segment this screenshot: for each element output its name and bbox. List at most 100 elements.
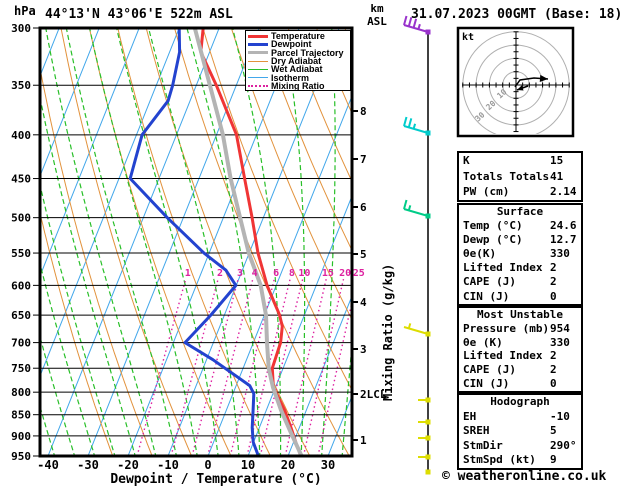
indices-label: Temp (°C) [463,219,523,233]
svg-text:900: 900 [11,430,31,443]
svg-text:1: 1 [360,434,367,447]
indices-label: CIN (J) [463,376,510,390]
indices-label: Lifted Index [463,349,543,363]
legend-item: Wet Adiabat [248,64,350,75]
mixing-ratio-value-labels: 1 2 3 4 6 8 10 15 20 25 [185,268,365,279]
indices-value: 290° [550,438,577,452]
legend-item-label: Mixing Ratio [271,80,325,91]
temperature-curve [199,29,303,455]
indices-section-header: Hodograph [490,395,550,408]
indices-label: EH [463,409,477,423]
indices-label: CAPE (J) [463,275,516,289]
indices-row: CAPE (J) 2 [459,363,581,377]
indices-label: Lifted Index [463,261,543,275]
indices-label: θe(K) [463,247,497,261]
legend-item-label: Dry Adiabat [271,56,322,67]
indices-value: 12.7 [550,233,577,247]
indices-value: 41 [550,169,564,183]
svg-text:30: 30 [321,458,335,472]
indices-row: K 15 [459,153,581,169]
altitude-axis-labels: 1 2LCL 3 4 5 6 7 8 [352,105,387,447]
legend-item: Dewpoint [248,39,350,50]
svg-text:4: 4 [252,268,258,279]
indices-value: 5 [550,424,557,438]
altitude-axis-unit: km ASL [367,2,387,28]
indices-row: Lifted Index 2 [459,349,581,363]
svg-text:10: 10 [241,458,255,472]
plot-border [38,26,354,458]
pressure-axis-labels: 300 350 400 450 500 550 600 650 700 750 800 850 900 9… [11,22,40,463]
indices-value: 330 [550,247,570,261]
legend-line-sample-icon [248,60,268,62]
legend-item: Mixing Ratio [248,80,350,91]
indices-label: Pressure (mb) [463,321,550,335]
svg-text:-40: -40 [37,458,59,472]
legend-line-sample-icon [248,84,268,87]
legend-item-label: Isotherm [271,72,310,83]
indices-row: StmDir 290° [459,439,581,454]
svg-text:-10: -10 [157,458,179,472]
svg-text:6: 6 [360,201,367,214]
indices-label: PW (cm) [463,185,510,199]
legend-item-label: Temperature [271,31,325,42]
indices-row: θe (K) 330 [459,336,581,350]
legend-item-label: Wet Adiabat [271,64,323,75]
legend-line-sample-icon [248,34,268,38]
legend-line-sample-icon [248,77,268,79]
svg-text:15: 15 [322,268,334,279]
svg-text:350: 350 [11,79,31,92]
legend-item: Dry Adiabat [248,56,350,67]
svg-text:850: 850 [11,409,31,422]
pressure-axis-unit: hPa [14,4,36,18]
svg-text:8: 8 [360,105,367,118]
indices-row: SREH 5 [459,424,581,439]
legend-line-sample-icon [248,42,268,46]
svg-text:6: 6 [273,268,279,279]
indices-value: 330 [550,335,570,349]
indices-value: 2 [550,275,557,289]
indices-label: StmSpd (kt) [463,453,536,467]
indices-row: θe(K) 330 [459,247,581,261]
legend-item-label: Parcel Trajectory [271,47,344,58]
svg-text:400: 400 [11,129,31,142]
svg-text:7: 7 [360,153,367,166]
indices-label: θe (K) [463,335,503,349]
indices-label: Dewp (°C) [463,233,523,247]
chart-legend: Temperature Dewpoint Parcel Trajectory Dry … [245,30,351,91]
svg-text:8: 8 [289,268,295,279]
svg-text:450: 450 [11,173,31,186]
indices-value: -10 [550,409,570,423]
legend-line-sample-icon [248,68,268,70]
isobar-lines [41,84,351,437]
indices-row: CIN (J) 0 [459,377,581,391]
svg-text:600: 600 [11,279,31,292]
indices-row: Dewp (°C) 12.7 [459,233,581,247]
indices-row: PW (cm) 2.14 [459,184,581,200]
indices-row: Lifted Index 2 [459,261,581,275]
copyright: © weatheronline.co.uk [442,469,607,484]
svg-text:3: 3 [237,268,243,279]
parcel_trajectory-curve [192,29,304,455]
plot-area [41,29,351,455]
svg-text:0: 0 [204,458,211,472]
indices-value: 2 [550,261,557,275]
svg-text:950: 950 [11,450,31,463]
svg-text:750: 750 [11,362,31,375]
svg-text:550: 550 [11,247,31,260]
indices-value: 2 [550,349,557,363]
indices-row: Totals Totals 41 [459,169,581,185]
indices-section-header: Most Unstable [476,308,564,321]
indices-box-surface: Surface Temp (°C) 24.6 Dewp (°C) 12.7 θe(K) 33… [457,203,583,306]
svg-text:3: 3 [360,343,367,356]
indices-value: 2 [550,363,557,377]
legend-item-label: Dewpoint [271,39,312,50]
indices-value: 2.14 [550,185,577,199]
indices-row: CAPE (J) 2 [459,275,581,289]
svg-text:20: 20 [281,458,295,472]
svg-text:10: 10 [298,268,310,279]
svg-text:2: 2 [217,268,223,279]
station-title: 44°13'N 43°06'E 522m ASL [45,7,233,22]
indices-label: Totals Totals [463,169,550,183]
